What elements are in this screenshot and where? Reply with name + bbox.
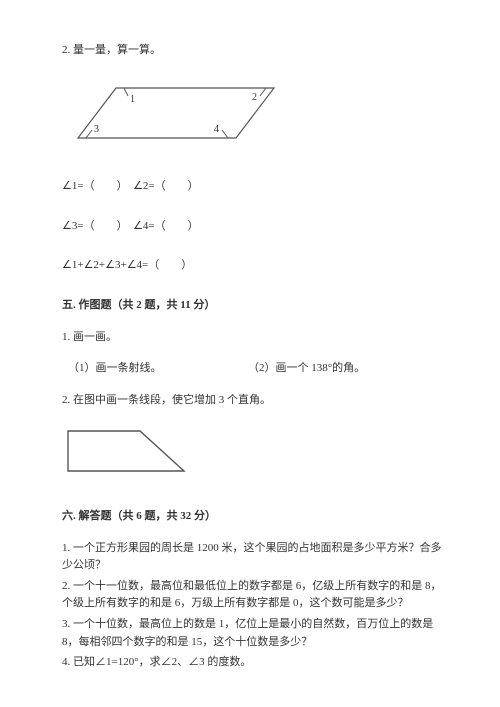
angle-label-1: 1 <box>130 94 135 105</box>
trapezoid-figure <box>62 423 442 486</box>
section6-header: 六. 解答题（共 6 题，共 32 分） <box>62 508 442 526</box>
section6-list: 1. 一个正方形果园的周长是 1200 米，这个果园的占地面积是多少平方米？合多… <box>62 540 442 672</box>
section6-item-1: 1. 一个正方形果园的周长是 1200 米，这个果园的占地面积是多少平方米？合多… <box>62 540 442 575</box>
section5-header: 五. 作图题（共 2 题，共 11 分） <box>62 297 442 315</box>
parallelogram-figure: 1 2 3 4 <box>68 74 442 161</box>
angle-label-4: 4 <box>214 124 219 135</box>
section6-item-3: 3. 一个十位数，最高位上的数是 1，亿位上是最小的自然数，百万位上的数是 8，… <box>62 616 442 651</box>
section6-item-2: 2. 一个十一位数，最高位和最低位上的数字都是 6，亿级上所有数字的和是 8，个… <box>62 578 442 613</box>
angle-mark-4 <box>222 130 228 138</box>
angle-mark-1 <box>124 88 128 96</box>
angle-label-2: 2 <box>252 92 257 103</box>
section6-item-4: 4. 已知∠1=120°，求∠2、∠3 的度数。 <box>62 654 442 672</box>
angle-mark-3 <box>86 130 92 138</box>
section5-p1a: （1）画一条射线。 <box>68 360 248 378</box>
trapezoid-shape <box>68 431 184 471</box>
parallelogram-svg: 1 2 3 4 <box>68 74 288 154</box>
q2-title: 2. 量一量，算一算。 <box>62 42 442 60</box>
angle-blanks-line1: ∠1=（ ） ∠2=（ ） <box>62 178 442 196</box>
angle-label-3: 3 <box>94 124 99 135</box>
parallelogram-shape <box>78 88 274 138</box>
section5-p1: 1. 画一画。 <box>62 329 442 347</box>
angle-blanks-line2: ∠3=（ ） ∠4=（ ） <box>62 218 442 236</box>
trapezoid-svg <box>62 423 192 479</box>
angle-sum-line: ∠1+∠2+∠3+∠4=（ ） <box>62 257 442 275</box>
angle-mark-2 <box>260 88 266 96</box>
section5-p2: 2. 在图中画一条线段，使它增加 3 个直角。 <box>62 392 442 410</box>
section5-p1b: （2）画一个 138°的角。 <box>248 360 365 378</box>
section5-p1-subitems: （1）画一条射线。 （2）画一个 138°的角。 <box>62 360 442 378</box>
